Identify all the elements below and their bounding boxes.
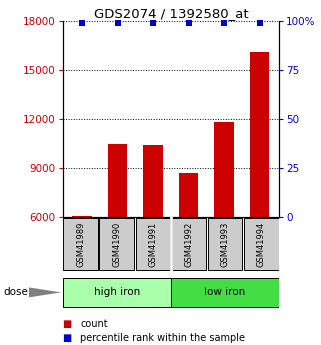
Text: high iron: high iron (94, 287, 140, 297)
Text: GSM41993: GSM41993 (221, 221, 230, 267)
Bar (63, 218, 98, 270)
Bar (179, 173, 198, 217)
Polygon shape (29, 287, 61, 297)
Bar (214, 122, 234, 217)
Bar (172, 218, 206, 270)
Text: ■: ■ (63, 333, 75, 343)
Text: dose: dose (3, 287, 28, 297)
Title: GDS2074 / 1392580_at: GDS2074 / 1392580_at (94, 7, 248, 20)
Bar (135, 218, 170, 270)
Bar (250, 52, 269, 217)
Text: GSM41991: GSM41991 (148, 221, 157, 267)
Text: ■: ■ (63, 319, 75, 329)
Text: low iron: low iron (204, 287, 246, 297)
Bar (244, 218, 279, 270)
Bar (143, 145, 163, 217)
Bar (108, 144, 127, 217)
Bar (73, 216, 92, 217)
Bar (63, 278, 170, 307)
Text: GSM41994: GSM41994 (257, 221, 266, 267)
Bar (208, 218, 242, 270)
Text: percentile rank within the sample: percentile rank within the sample (80, 333, 245, 343)
Bar (171, 278, 279, 307)
Bar (100, 218, 134, 270)
Text: count: count (80, 319, 108, 329)
Text: GSM41992: GSM41992 (185, 221, 194, 267)
Text: GSM41989: GSM41989 (76, 221, 85, 267)
Text: GSM41990: GSM41990 (112, 221, 121, 267)
